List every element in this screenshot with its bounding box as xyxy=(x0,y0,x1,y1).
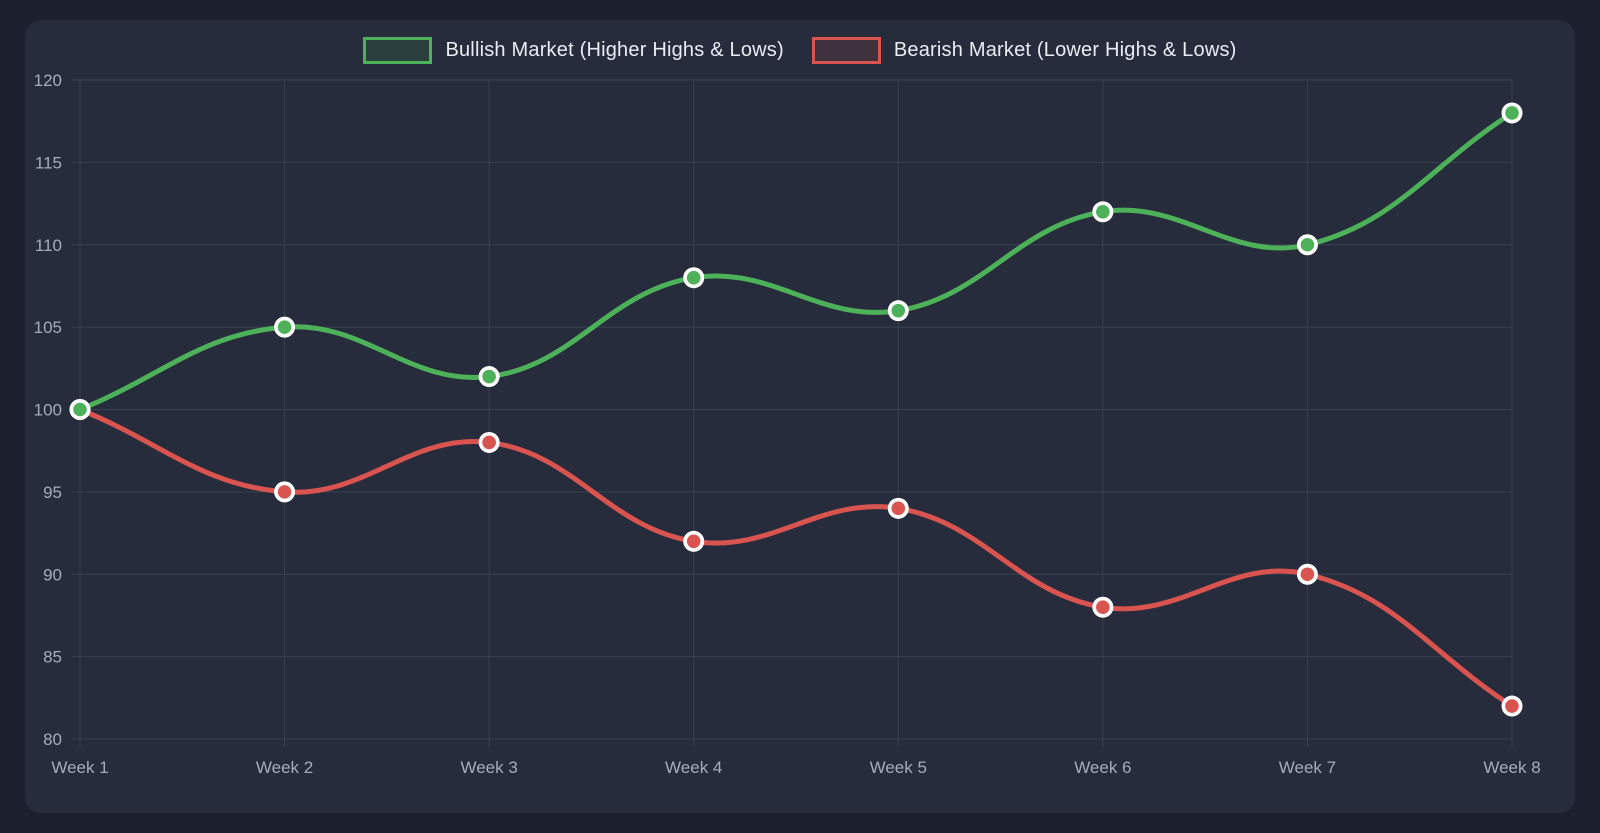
x-axis-tick-label: Week 8 xyxy=(1483,758,1540,777)
series-line xyxy=(77,110,1515,412)
data-point[interactable] xyxy=(1505,699,1519,713)
y-axis-tick-label: 95 xyxy=(43,483,62,502)
data-point[interactable] xyxy=(482,369,496,384)
data-point[interactable] xyxy=(1300,237,1315,252)
data-point[interactable] xyxy=(1300,567,1315,582)
data-point[interactable] xyxy=(891,303,906,318)
legend-swatch-bullish xyxy=(363,37,433,64)
x-axis-tick-label: Week 2 xyxy=(256,758,313,777)
data-point[interactable] xyxy=(686,534,701,549)
x-axis-tick-label: Week 3 xyxy=(460,758,517,777)
legend-label-bullish: Bullish Market (Higher Highs & Lows) xyxy=(445,39,784,61)
data-point[interactable] xyxy=(482,435,496,450)
chart-card: Bullish Market (Higher Highs & Lows) Bea… xyxy=(25,20,1575,813)
y-axis-tick-label: 80 xyxy=(43,730,62,749)
legend-item-bullish[interactable]: Bullish Market (Higher Highs & Lows) xyxy=(363,37,784,64)
x-axis-tick-label: Week 5 xyxy=(870,758,927,777)
data-point[interactable] xyxy=(73,402,87,417)
y-axis-tick-label: 115 xyxy=(35,153,62,172)
y-axis-tick-label: 90 xyxy=(43,565,62,584)
data-point[interactable] xyxy=(686,270,701,285)
x-axis-tick-label: Week 6 xyxy=(1074,758,1131,777)
x-axis-tick-label: Week 7 xyxy=(1279,758,1336,777)
data-point[interactable] xyxy=(1505,106,1519,120)
data-point[interactable] xyxy=(1096,600,1110,614)
chart-legend: Bullish Market (Higher Highs & Lows) Bea… xyxy=(25,37,1575,64)
line-chart: 80 85 90 95 100 105 110 115 120 Week 1 Week 2 Week … xyxy=(34,71,1541,777)
legend-label-bearish: Bearish Market (Lower Highs & Lows) xyxy=(893,39,1237,61)
data-point[interactable] xyxy=(277,485,292,499)
legend-swatch-bearish xyxy=(811,37,881,64)
y-axis-tick-label: 120 xyxy=(34,71,62,90)
y-axis-tick-label: 85 xyxy=(43,648,62,667)
x-axis-tick-label: Week 1 xyxy=(51,758,108,777)
data-point[interactable] xyxy=(1096,205,1110,219)
y-axis-tick-label: 110 xyxy=(35,236,62,255)
data-point[interactable] xyxy=(277,320,292,334)
x-axis-tick-label: Week 4 xyxy=(665,758,722,777)
y-axis-tick-label: 105 xyxy=(34,318,62,337)
y-axis-tick-label: 100 xyxy=(34,401,62,420)
series-line xyxy=(77,407,1515,709)
data-point[interactable] xyxy=(891,501,906,516)
legend-item-bearish[interactable]: Bearish Market (Lower Highs & Lows) xyxy=(811,37,1237,64)
